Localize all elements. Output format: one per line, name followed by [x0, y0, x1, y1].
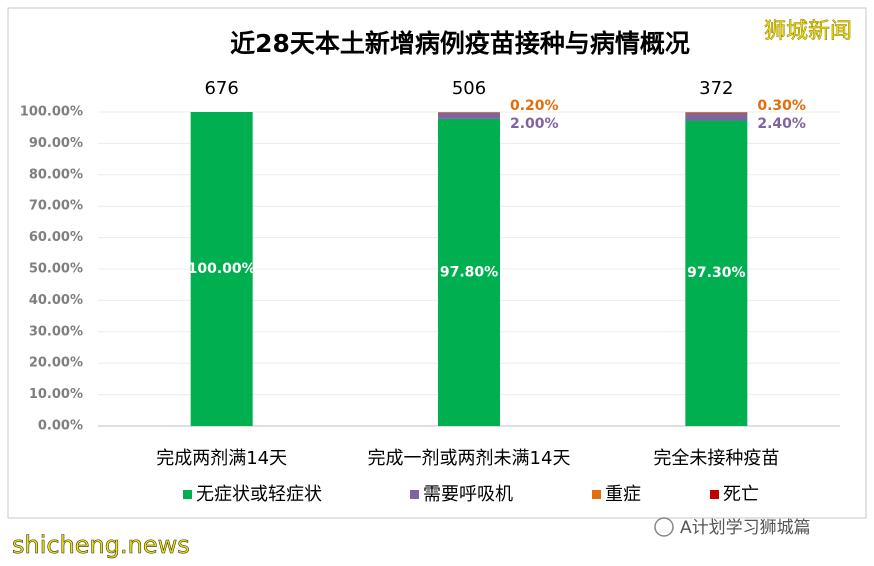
- y-tick-label: 70.00%: [29, 199, 83, 214]
- value-label: 100.00%: [188, 261, 256, 277]
- total-label: 676: [204, 78, 238, 99]
- value-label: 0.20%: [510, 98, 559, 114]
- bar-segment: [438, 118, 500, 427]
- total-label: 372: [699, 78, 733, 99]
- watermark: shicheng.news: [12, 531, 190, 559]
- y-tick-label: 80.00%: [29, 167, 83, 182]
- value-label: 2.00%: [510, 116, 559, 132]
- x-tick-label: 完成一剂或两剂未满14天: [368, 448, 571, 469]
- chart-title: 近28天本土新增病例疫苗接种与病情概况: [230, 29, 690, 58]
- y-tick-label: 30.00%: [29, 324, 83, 339]
- x-tick-label: 完成两剂满14天: [156, 448, 287, 469]
- legend-swatch: [183, 490, 192, 499]
- value-label: 2.40%: [757, 116, 806, 132]
- bar-segment: [685, 112, 748, 121]
- legend-swatch: [710, 490, 719, 499]
- y-tick-label: 40.00%: [29, 293, 83, 308]
- y-tick-label: 90.00%: [29, 136, 83, 151]
- bar-segment: [438, 112, 500, 113]
- legend-swatch: [410, 490, 419, 499]
- bar-segment: [438, 112, 500, 119]
- legend-label: 死亡: [723, 484, 759, 505]
- y-tick-label: 100.00%: [20, 105, 83, 120]
- y-tick-label: 60.00%: [29, 230, 83, 245]
- legend-swatch: [592, 490, 601, 499]
- legend-label: 重症: [605, 484, 641, 505]
- bar-segment: [685, 120, 748, 426]
- value-label: 0.30%: [757, 98, 806, 114]
- x-tick-label: 完全未接种疫苗: [653, 448, 779, 469]
- watermark: 狮城新闻: [764, 19, 852, 44]
- bar-segment: [685, 112, 748, 113]
- watermark: A计划学习狮城篇: [680, 518, 811, 538]
- y-tick-label: 0.00%: [38, 419, 83, 434]
- legend-label: 需要呼吸机: [423, 484, 513, 505]
- legend-label: 无症状或轻症状: [196, 484, 322, 505]
- wechat-icon: [654, 517, 674, 537]
- bar-segment: [190, 112, 253, 426]
- y-tick-label: 50.00%: [29, 262, 83, 277]
- value-label: 97.30%: [687, 265, 745, 281]
- y-tick-label: 10.00%: [29, 387, 83, 402]
- y-tick-label: 20.00%: [29, 356, 83, 371]
- total-label: 506: [452, 78, 486, 99]
- value-label: 97.80%: [440, 264, 498, 280]
